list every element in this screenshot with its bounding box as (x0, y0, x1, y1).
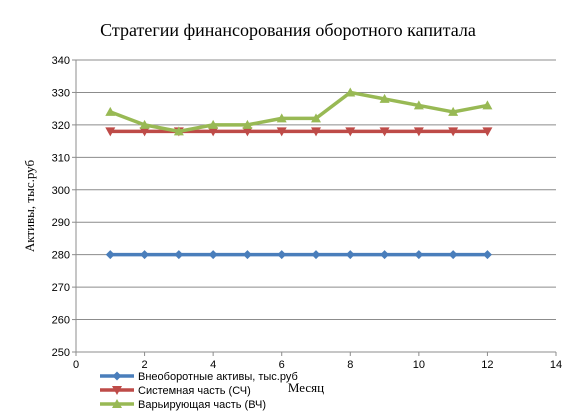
data-point (242, 127, 253, 137)
y-tick-label: 300 (52, 185, 70, 197)
data-point (276, 113, 287, 123)
data-point (413, 127, 424, 137)
series-line (109, 90, 488, 134)
legend-item: Системная часть (СЧ) (100, 385, 251, 397)
x-tick-label: 14 (550, 359, 562, 371)
data-point (276, 127, 287, 137)
data-point (242, 119, 253, 129)
grid (76, 59, 556, 321)
x-tick-label: 4 (210, 359, 216, 371)
legend-item: Внеоборотные активы, тыс.руб (100, 371, 298, 383)
data-point (482, 100, 493, 110)
data-point (208, 119, 219, 129)
data-point (242, 250, 252, 260)
data-point (379, 127, 390, 137)
data-point (345, 127, 356, 137)
y-tick-label: 250 (52, 347, 70, 359)
legend: Внеоборотные активы, тыс.руб Системная ча… (100, 371, 298, 411)
x-tick-label: 8 (347, 359, 353, 371)
y-tick-labels: 250 260 270 280 290 300 310 320 330 340 (52, 55, 70, 359)
data-point (482, 250, 492, 260)
y-tick-label: 310 (52, 152, 70, 164)
legend-label: Внеоборотные активы, тыс.руб (138, 371, 298, 383)
data-point (139, 119, 150, 129)
legend-marker (112, 386, 122, 395)
data-point (345, 250, 355, 260)
x-tick-label: 10 (413, 359, 425, 371)
chart-title: Стратегии финансорования оборотного капи… (100, 20, 476, 40)
data-point (174, 250, 184, 260)
data-point (105, 127, 116, 137)
x-axis-label: Месяц (288, 380, 324, 395)
data-point (173, 126, 184, 136)
data-point (482, 127, 493, 137)
x-tick-label: 6 (279, 359, 285, 371)
data-point (208, 250, 218, 260)
series-group (105, 87, 493, 260)
data-point (448, 250, 458, 260)
data-point (414, 250, 424, 260)
data-point (277, 250, 287, 260)
legend-label: Варьирующая часть (ВЧ) (138, 399, 266, 411)
data-point (379, 93, 390, 103)
series-1 (105, 250, 492, 260)
y-axis-label: Активы, тыс.руб (22, 159, 37, 252)
legend-label: Системная часть (СЧ) (138, 385, 251, 397)
y-tick-label: 330 (52, 87, 70, 99)
x-tick-label: 2 (142, 359, 148, 371)
data-point (139, 127, 150, 137)
data-point (345, 87, 356, 97)
data-point (208, 127, 219, 137)
data-point (413, 100, 424, 110)
data-point (311, 250, 321, 260)
series-3 (105, 87, 493, 136)
data-point (448, 106, 459, 116)
x-tick-label: 0 (73, 359, 79, 371)
data-point (380, 250, 390, 260)
y-tick-label: 280 (52, 250, 70, 262)
x-tick-labels: 0 2 4 6 8 10 12 14 (73, 359, 562, 371)
axes (72, 59, 557, 356)
data-point (105, 250, 115, 260)
legend-marker (112, 399, 122, 408)
y-tick-label: 260 (52, 315, 70, 327)
legend-item: Варьирующая часть (ВЧ) (100, 399, 266, 411)
data-point (140, 250, 150, 260)
legend-marker (112, 371, 122, 381)
data-point (311, 113, 321, 123)
y-tick-label: 270 (52, 282, 70, 294)
data-point (311, 127, 321, 137)
y-tick-label: 340 (52, 55, 70, 67)
y-tick-label: 290 (52, 217, 70, 229)
data-point (448, 127, 459, 137)
x-tick-label: 12 (481, 359, 493, 371)
data-point (105, 106, 116, 116)
y-tick-label: 320 (52, 120, 70, 132)
